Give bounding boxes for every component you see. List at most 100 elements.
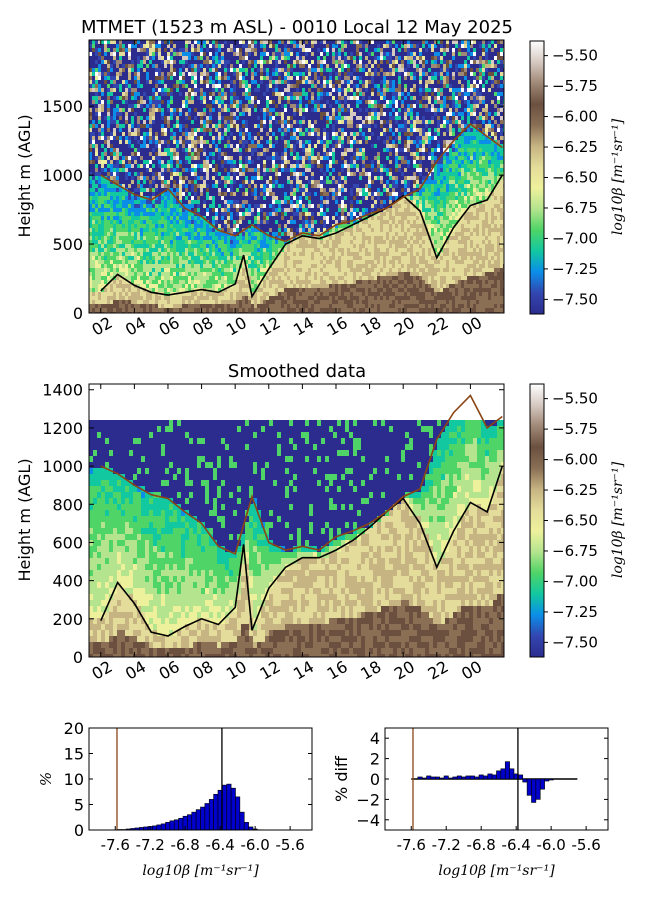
x-tick-label: 00 <box>458 313 485 340</box>
y-tick-label: 0 <box>73 304 83 323</box>
histogram-bar <box>448 777 454 780</box>
y-tick-label: 5 <box>74 796 84 815</box>
histogram-bar <box>230 787 236 831</box>
histogram-bar <box>504 761 510 780</box>
histogram-bar <box>195 809 201 831</box>
histogram-bar <box>430 776 436 780</box>
histogram-bar <box>491 774 497 780</box>
histogram-bar <box>421 777 427 780</box>
y-tick-label: 500 <box>52 235 83 254</box>
histogram-bar <box>239 811 245 831</box>
colorbar-tick-label: −6.50 <box>552 512 598 530</box>
histogram-bar <box>456 775 462 780</box>
x-tick-label: 14 <box>290 313 317 340</box>
x-tick-label: 12 <box>256 657 283 684</box>
top-colorbar-label: log10β [m⁻¹sr⁻¹] <box>610 118 626 235</box>
histogram-bar <box>526 778 532 796</box>
histogram-bar <box>452 776 458 780</box>
histogram-bar <box>461 776 467 780</box>
x-tick-label: 16 <box>324 313 351 340</box>
top-title: MTMET (1523 m ASL) - 0010 Local 12 May 2… <box>81 17 513 38</box>
brown-line <box>100 123 503 243</box>
colorbar-tick-label: −6.00 <box>552 451 598 469</box>
colorbar-tick-label: −6.25 <box>552 481 598 499</box>
x-tick-label: -6.0 <box>241 836 270 854</box>
x-tick-label: 20 <box>391 657 418 684</box>
mid-lines <box>100 394 504 637</box>
x-tick-label: 22 <box>424 657 451 684</box>
top-y-ticks: 0 500 1000 1500 <box>42 97 504 323</box>
colorbar-tick-label: −6.50 <box>552 169 598 187</box>
histogram-bar <box>509 768 515 780</box>
histogram-bar <box>426 775 432 780</box>
histogram-bar <box>208 799 214 831</box>
histogram-bar <box>235 796 241 831</box>
x-tick-label: -6.4 <box>502 836 531 854</box>
colorbar-tick-label: −6.25 <box>552 138 598 156</box>
histogram-bar <box>522 778 528 783</box>
histogram-bar <box>178 817 184 831</box>
colorbar-tick-label: −7.00 <box>552 229 598 247</box>
top-colorbar <box>529 40 545 315</box>
x-tick-label: -6.0 <box>537 836 566 854</box>
histogram-bar <box>213 793 219 831</box>
x-tick-label: 10 <box>223 657 250 684</box>
x-tick-label: 18 <box>357 657 384 684</box>
y-tick-label: 0 <box>370 770 380 789</box>
x-tick-label: 08 <box>189 313 216 340</box>
histogram-bar <box>544 778 550 782</box>
x-tick-label: -6.8 <box>171 836 200 854</box>
colorbar-tick-label: −7.00 <box>552 572 598 590</box>
x-tick-label: -5.6 <box>571 836 600 854</box>
y-tick-label: 0 <box>74 821 84 840</box>
histogram-bar <box>469 775 475 780</box>
y-tick-label: 1200 <box>42 419 83 438</box>
colorbar-tick-label: −6.00 <box>552 108 598 126</box>
x-tick-label: -6.4 <box>206 836 235 854</box>
y-tick-label: 20 <box>64 719 84 738</box>
histogram-bar <box>478 774 484 780</box>
x-tick-label: -6.8 <box>467 836 496 854</box>
x-tick-label: 10 <box>223 313 250 340</box>
histogram-bar <box>465 775 471 780</box>
colorbar-tick-label: −7.50 <box>552 633 598 651</box>
x-tick-label: 02 <box>88 657 115 684</box>
top-axes-frame <box>88 39 505 314</box>
histogram-bar <box>548 778 554 781</box>
histogram-bar <box>496 770 502 780</box>
y-tick-label: 4 <box>370 729 380 748</box>
y-axis-label: % <box>37 772 55 786</box>
colorbar-tick-label: −7.25 <box>552 603 598 621</box>
histogram-bar <box>474 776 480 780</box>
y-tick-label: 200 <box>52 610 83 629</box>
histogram-bar <box>226 783 232 831</box>
x-tick-label: -7.2 <box>136 836 165 854</box>
histogram-bar <box>531 778 537 803</box>
histogram-bar <box>187 814 193 831</box>
mid-colorbar-ticks: −5.50 −5.75 −6.00 −6.25 −6.50 −6.75 −7.00 −7.25… <box>544 390 598 651</box>
top-ylabel: Height m (AGL) <box>15 114 34 237</box>
y-tick-label: 1500 <box>42 97 83 116</box>
top-heatmap <box>89 40 504 313</box>
histogram-bar <box>539 778 545 790</box>
histogram-bar <box>439 777 445 780</box>
mid-title: Smoothed data <box>228 361 366 382</box>
x-tick-label: -7.6 <box>101 836 130 854</box>
y-tick-label: 0 <box>73 648 83 667</box>
histogram-bar <box>200 806 206 831</box>
y-axis-label: % diff <box>332 755 351 802</box>
histogram-bar <box>535 778 541 800</box>
histogram-bar <box>243 822 249 831</box>
histogram-bar <box>518 774 524 780</box>
x-tick-label: 04 <box>122 657 149 684</box>
y-tick-label: 400 <box>52 572 83 591</box>
top-lines <box>100 123 503 299</box>
histogram-bar <box>434 776 440 780</box>
histogram-bar <box>417 776 423 780</box>
x-tick-label: 18 <box>357 313 384 340</box>
histogram-bar <box>160 823 166 831</box>
top-colorbar-ticks: −5.50 −5.75 −6.00 −6.25 −6.50 −6.75 −7.00 −7.25… <box>544 47 598 308</box>
x-tick-label: 06 <box>156 313 183 340</box>
histogram-bar <box>483 775 489 780</box>
